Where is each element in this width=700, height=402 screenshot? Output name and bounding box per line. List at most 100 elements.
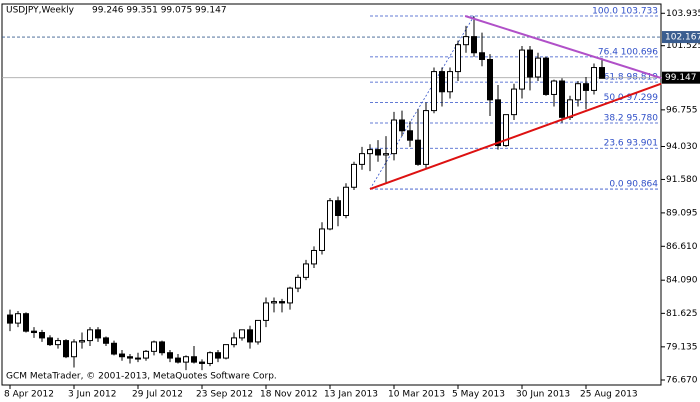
candle-body	[215, 352, 221, 359]
candle-body	[583, 83, 589, 91]
candle-body	[167, 352, 173, 359]
candle-body	[255, 319, 261, 343]
candle	[119, 350, 125, 361]
candle	[383, 136, 389, 184]
candle	[215, 350, 221, 363]
candle-body	[143, 350, 149, 359]
candle	[375, 140, 381, 162]
candle	[63, 339, 69, 359]
candle	[111, 340, 117, 356]
candle-body	[439, 71, 445, 93]
candle-body	[327, 200, 333, 230]
candle-body	[63, 340, 69, 358]
candle-body	[223, 344, 229, 359]
x-tick-label: 30 Jun 2013	[516, 390, 570, 400]
candle-body	[383, 153, 389, 156]
candle	[391, 111, 397, 161]
trendline	[464, 15, 662, 79]
candle-body	[175, 357, 181, 363]
candle-body	[135, 357, 141, 360]
footer: GCM MetaTrader, © 2001-2013, MetaQuotes …	[6, 372, 277, 382]
y-tick-label: 89.095	[666, 208, 698, 218]
candle-body	[343, 186, 349, 217]
candle-body	[455, 44, 461, 73]
candle-body	[519, 49, 525, 90]
candle	[335, 196, 341, 227]
plot-frame	[1, 3, 662, 386]
price-label: 102.167	[665, 33, 700, 43]
price-label: 99.147	[665, 73, 697, 83]
candle-body	[127, 356, 133, 359]
candle-body	[567, 99, 573, 118]
candle	[487, 54, 493, 116]
candle-body	[231, 337, 237, 346]
candle-body	[447, 71, 453, 93]
candle-body	[95, 329, 101, 339]
candle	[407, 121, 413, 147]
candle	[575, 81, 581, 107]
candle-body	[15, 313, 21, 324]
candle	[327, 198, 333, 231]
candle-body	[335, 200, 341, 217]
candle-body	[159, 341, 165, 354]
candle-body	[279, 301, 285, 304]
candle	[503, 114, 509, 147]
y-tick-label: 96.755	[666, 105, 698, 115]
candle-body	[311, 249, 317, 265]
candle-body	[551, 80, 557, 95]
candle	[583, 76, 589, 110]
candle	[351, 161, 357, 190]
fib-label: 38.2 95.780	[604, 113, 659, 123]
y-tick-label: 91.580	[666, 175, 698, 185]
candle	[183, 355, 189, 371]
candle	[527, 46, 533, 91]
candle	[519, 46, 525, 99]
candle-body	[391, 119, 397, 155]
quote: 99.246 99.351 99.075 99.147	[92, 6, 227, 16]
candle-body	[407, 130, 413, 141]
candle	[15, 310, 21, 328]
candle	[535, 52, 541, 82]
y-tick-label: 94.030	[666, 142, 698, 152]
candle	[599, 58, 605, 79]
candle	[191, 345, 197, 364]
candle-body	[559, 80, 565, 118]
candle-body	[239, 329, 245, 339]
candle	[439, 67, 445, 107]
candle	[311, 246, 317, 268]
candle	[71, 339, 77, 368]
candle-body	[303, 263, 309, 278]
y-tick-label: 84.090	[666, 276, 698, 286]
candle-body	[487, 58, 493, 101]
candle	[591, 63, 597, 95]
candle-body	[23, 313, 29, 332]
x-tick-label: 25 Aug 2013	[580, 390, 638, 400]
candle-body	[463, 36, 469, 46]
fib-label: 0.0 90.864	[609, 180, 658, 190]
x-tick-label: 13 Jan 2013	[324, 390, 378, 400]
x-tick-label: 5 May 2013	[452, 390, 505, 400]
y-tick-label: 76.670	[666, 375, 698, 385]
candle-body	[87, 329, 93, 342]
candle-body	[399, 119, 405, 132]
x-tick-label: 29 Jul 2012	[132, 390, 183, 400]
candle-body	[351, 163, 357, 188]
candle	[423, 102, 429, 169]
candle-body	[495, 99, 501, 147]
candle	[247, 325, 253, 349]
trendline	[369, 82, 662, 191]
candle	[207, 351, 213, 367]
candle	[463, 25, 469, 53]
candle	[511, 83, 517, 121]
candle	[127, 354, 133, 364]
candle-body	[191, 356, 197, 363]
candle	[399, 110, 405, 137]
candle-body	[71, 341, 77, 358]
candle-body	[367, 149, 373, 155]
y-tick-label: 79.135	[666, 342, 698, 352]
x-tick-label: 18 Nov 2012	[260, 390, 318, 400]
candle	[175, 354, 181, 364]
candle	[87, 327, 93, 346]
candle-body	[431, 71, 437, 112]
candle-body	[319, 228, 325, 251]
